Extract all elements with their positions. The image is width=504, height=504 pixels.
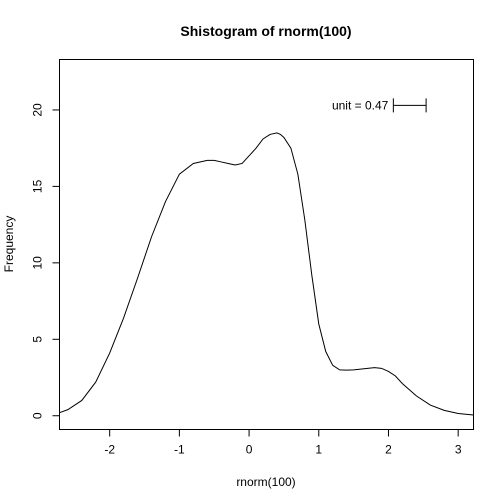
x-tick-label: 3 bbox=[455, 443, 462, 457]
x-tick-label: 0 bbox=[246, 443, 253, 457]
y-tick-label: 15 bbox=[31, 179, 45, 193]
x-axis: -2 -1 0 1 2 3 bbox=[104, 429, 462, 457]
y-axis-label: Frequency bbox=[2, 216, 16, 273]
y-tick-label: 20 bbox=[31, 103, 45, 117]
y-tick-label: 0 bbox=[31, 412, 45, 419]
density-curve bbox=[59, 132, 474, 416]
plot-frame bbox=[59, 59, 474, 430]
unit-scale-bar bbox=[392, 98, 427, 113]
unit-annotation: unit = 0.47 bbox=[332, 98, 389, 112]
chart-title: Shistogram of rnorm(100) bbox=[180, 23, 351, 39]
x-axis-label: rnorm(100) bbox=[236, 475, 295, 489]
x-tick-label: 1 bbox=[315, 443, 322, 457]
x-tick-label: 2 bbox=[385, 443, 392, 457]
y-tick-label: 10 bbox=[31, 256, 45, 270]
x-tick-label: -1 bbox=[174, 443, 185, 457]
x-tick-label: -2 bbox=[104, 443, 115, 457]
y-tick-label: 5 bbox=[31, 336, 45, 343]
y-axis: 0 5 10 15 20 bbox=[31, 103, 60, 419]
